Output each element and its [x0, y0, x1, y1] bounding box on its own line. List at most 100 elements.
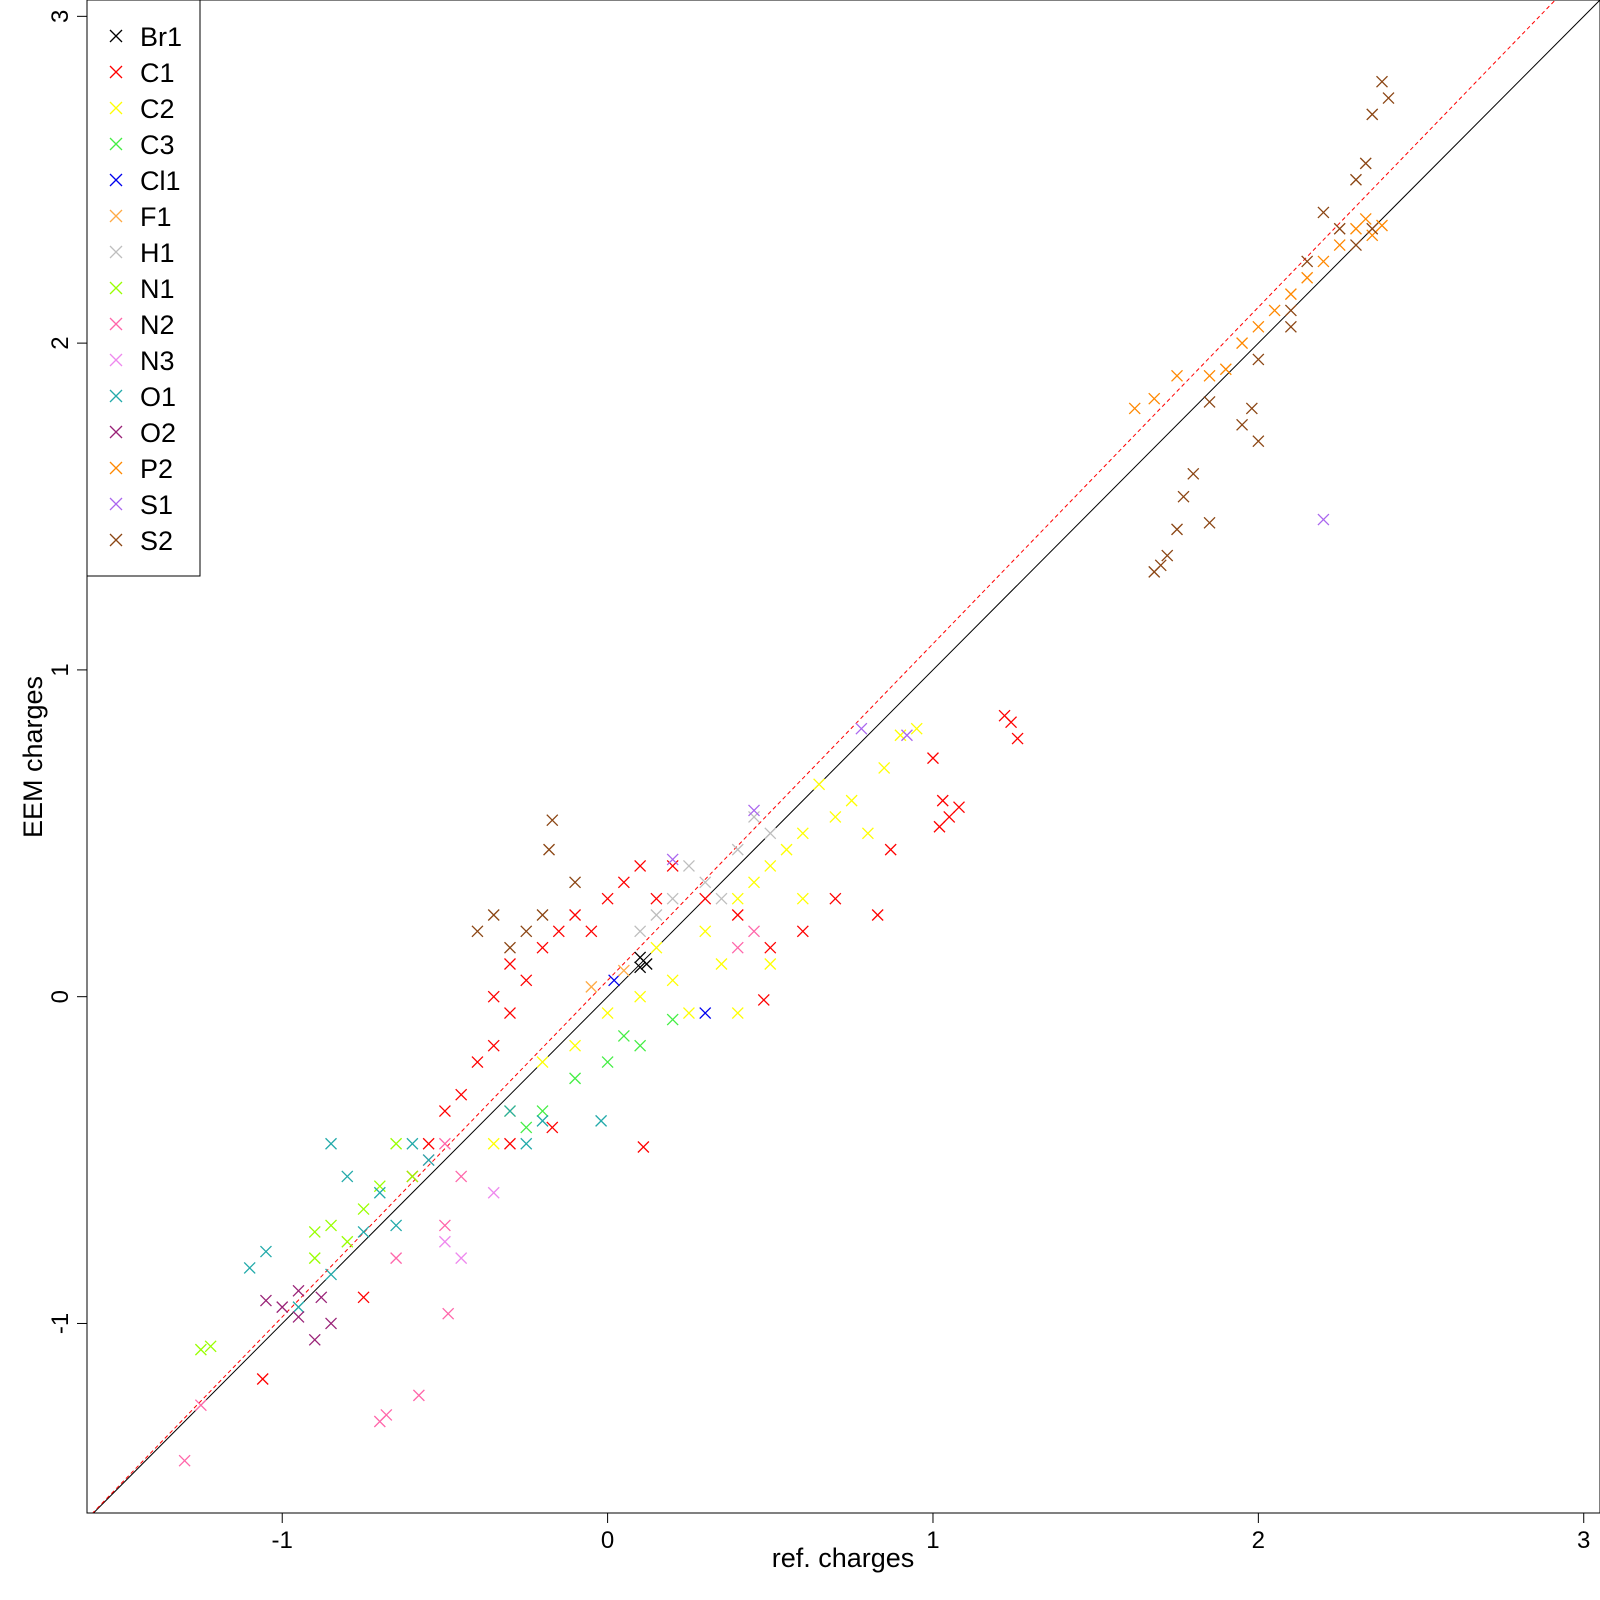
data-point	[1203, 516, 1216, 529]
x-tick-label: -1	[272, 1527, 293, 1554]
data-point	[504, 1007, 516, 1019]
data-point	[1177, 490, 1190, 503]
data-point	[640, 958, 653, 970]
data-point	[504, 1105, 516, 1118]
y-tick-label: 1	[47, 663, 74, 676]
data-point	[325, 1219, 337, 1232]
data-points	[178, 75, 1395, 1467]
data-point	[1284, 304, 1297, 317]
data-point	[455, 1252, 468, 1265]
data-point	[666, 1013, 679, 1026]
data-point	[585, 925, 598, 938]
data-point	[731, 843, 744, 856]
data-point	[1382, 92, 1395, 104]
y-tick-label: -1	[47, 1313, 74, 1334]
x-axis-title: ref. charges	[772, 1543, 915, 1573]
data-point	[813, 778, 826, 791]
x-tick-label: 2	[1252, 1527, 1265, 1554]
data-point	[520, 1121, 533, 1134]
data-point	[1376, 75, 1388, 88]
data-point	[1284, 288, 1297, 301]
legend-marker-icon	[109, 317, 123, 331]
data-point	[1333, 222, 1346, 235]
legend-item: F1	[109, 202, 172, 232]
data-point	[373, 1186, 386, 1199]
data-point	[569, 1072, 582, 1085]
legend-marker-icon	[109, 461, 123, 475]
data-point	[256, 1373, 269, 1385]
data-point	[666, 974, 679, 987]
legend-label: S1	[140, 490, 173, 520]
legend-label: Cl1	[140, 166, 181, 196]
data-point	[601, 1007, 614, 1019]
data-point	[764, 958, 777, 970]
data-point	[878, 761, 891, 774]
data-point	[292, 1301, 305, 1314]
legend-item: S1	[109, 490, 173, 520]
series-n1	[194, 1137, 419, 1356]
data-point	[666, 853, 679, 866]
data-point	[357, 1203, 370, 1216]
data-point	[1128, 402, 1141, 415]
data-point	[1171, 369, 1183, 382]
legend-marker-icon	[109, 497, 123, 511]
legend-label: O2	[140, 418, 176, 448]
data-point	[927, 752, 939, 765]
data-point	[422, 1137, 435, 1150]
data-point	[1317, 206, 1330, 219]
y-tick-label: 0	[47, 990, 74, 1003]
data-point	[699, 1007, 712, 1019]
legend-item: N1	[109, 274, 175, 304]
data-point	[933, 820, 946, 833]
y-tick-label: 2	[47, 336, 74, 349]
data-point	[1236, 337, 1249, 350]
data-point	[936, 794, 949, 807]
data-point	[748, 876, 760, 889]
x-tick-label: 1	[926, 1527, 939, 1554]
data-point	[796, 892, 809, 905]
legend-marker-icon	[109, 281, 123, 295]
data-point	[1203, 395, 1216, 408]
data-point	[764, 860, 777, 872]
series-n3	[438, 1186, 500, 1265]
legend-marker-icon	[109, 353, 123, 367]
data-point	[829, 892, 842, 905]
series-n2	[178, 925, 760, 1467]
legend-label: C3	[140, 130, 175, 160]
data-point	[308, 1226, 321, 1238]
data-point	[1366, 108, 1379, 121]
data-point	[650, 892, 663, 905]
legend-label: C1	[140, 58, 175, 88]
series-c3	[520, 1013, 679, 1134]
legend-label: P2	[140, 454, 173, 484]
data-point	[455, 1170, 468, 1183]
legend-item: Br1	[109, 22, 182, 52]
data-point	[1350, 222, 1362, 235]
data-point	[487, 1137, 500, 1150]
data-point	[845, 794, 858, 807]
data-point	[325, 1268, 337, 1281]
data-point	[504, 958, 516, 970]
y-tick-label: 3	[47, 10, 74, 23]
data-point	[1359, 157, 1372, 170]
data-point	[1219, 363, 1232, 376]
series-o1	[243, 1105, 608, 1314]
plot-frame	[86, 0, 1600, 1514]
data-point	[585, 980, 598, 993]
legend: Br1 C1 C2 C3 Cl1 F1 H1 N1 N2 N3 O1 O2 P2 S1 S2	[86, 0, 201, 577]
data-point	[546, 814, 559, 827]
data-point	[748, 804, 760, 817]
data-point	[292, 1284, 305, 1297]
data-point	[380, 1409, 393, 1421]
data-point	[438, 1105, 451, 1118]
data-point	[341, 1235, 354, 1248]
data-point	[1203, 369, 1216, 382]
data-point	[699, 876, 712, 889]
data-point	[650, 909, 663, 921]
data-point	[715, 958, 728, 970]
legend-item: C3	[109, 130, 175, 160]
data-point	[569, 1039, 582, 1052]
x-tick-label: 3	[1577, 1527, 1590, 1554]
legend-marker-icon	[109, 245, 123, 259]
data-point	[1011, 732, 1024, 745]
